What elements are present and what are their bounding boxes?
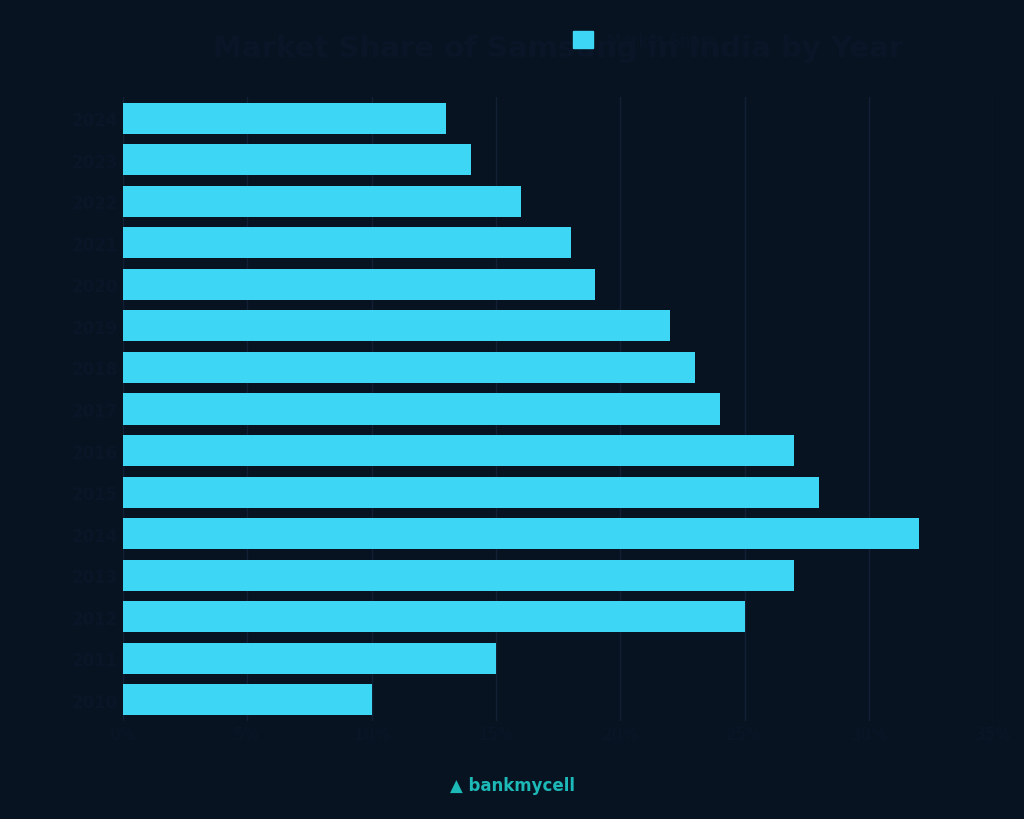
Bar	[123, 187, 521, 218]
Bar	[123, 436, 795, 467]
Bar	[123, 560, 795, 591]
Bar	[123, 518, 919, 550]
Bar	[123, 145, 471, 176]
Title: Market Share of Samsung in India by Year: Market Share of Samsung in India by Year	[213, 34, 903, 63]
Bar	[123, 601, 744, 632]
Bar	[123, 477, 819, 508]
Bar	[123, 103, 446, 134]
Bar	[123, 352, 695, 383]
Bar	[123, 228, 570, 259]
Bar	[123, 685, 372, 716]
Legend: Market Share: Market Share	[566, 25, 724, 57]
Bar	[123, 643, 496, 674]
Text: ▲ bankmycell: ▲ bankmycell	[450, 776, 574, 794]
Bar	[123, 311, 670, 342]
Bar	[123, 394, 720, 425]
Bar	[123, 269, 595, 301]
